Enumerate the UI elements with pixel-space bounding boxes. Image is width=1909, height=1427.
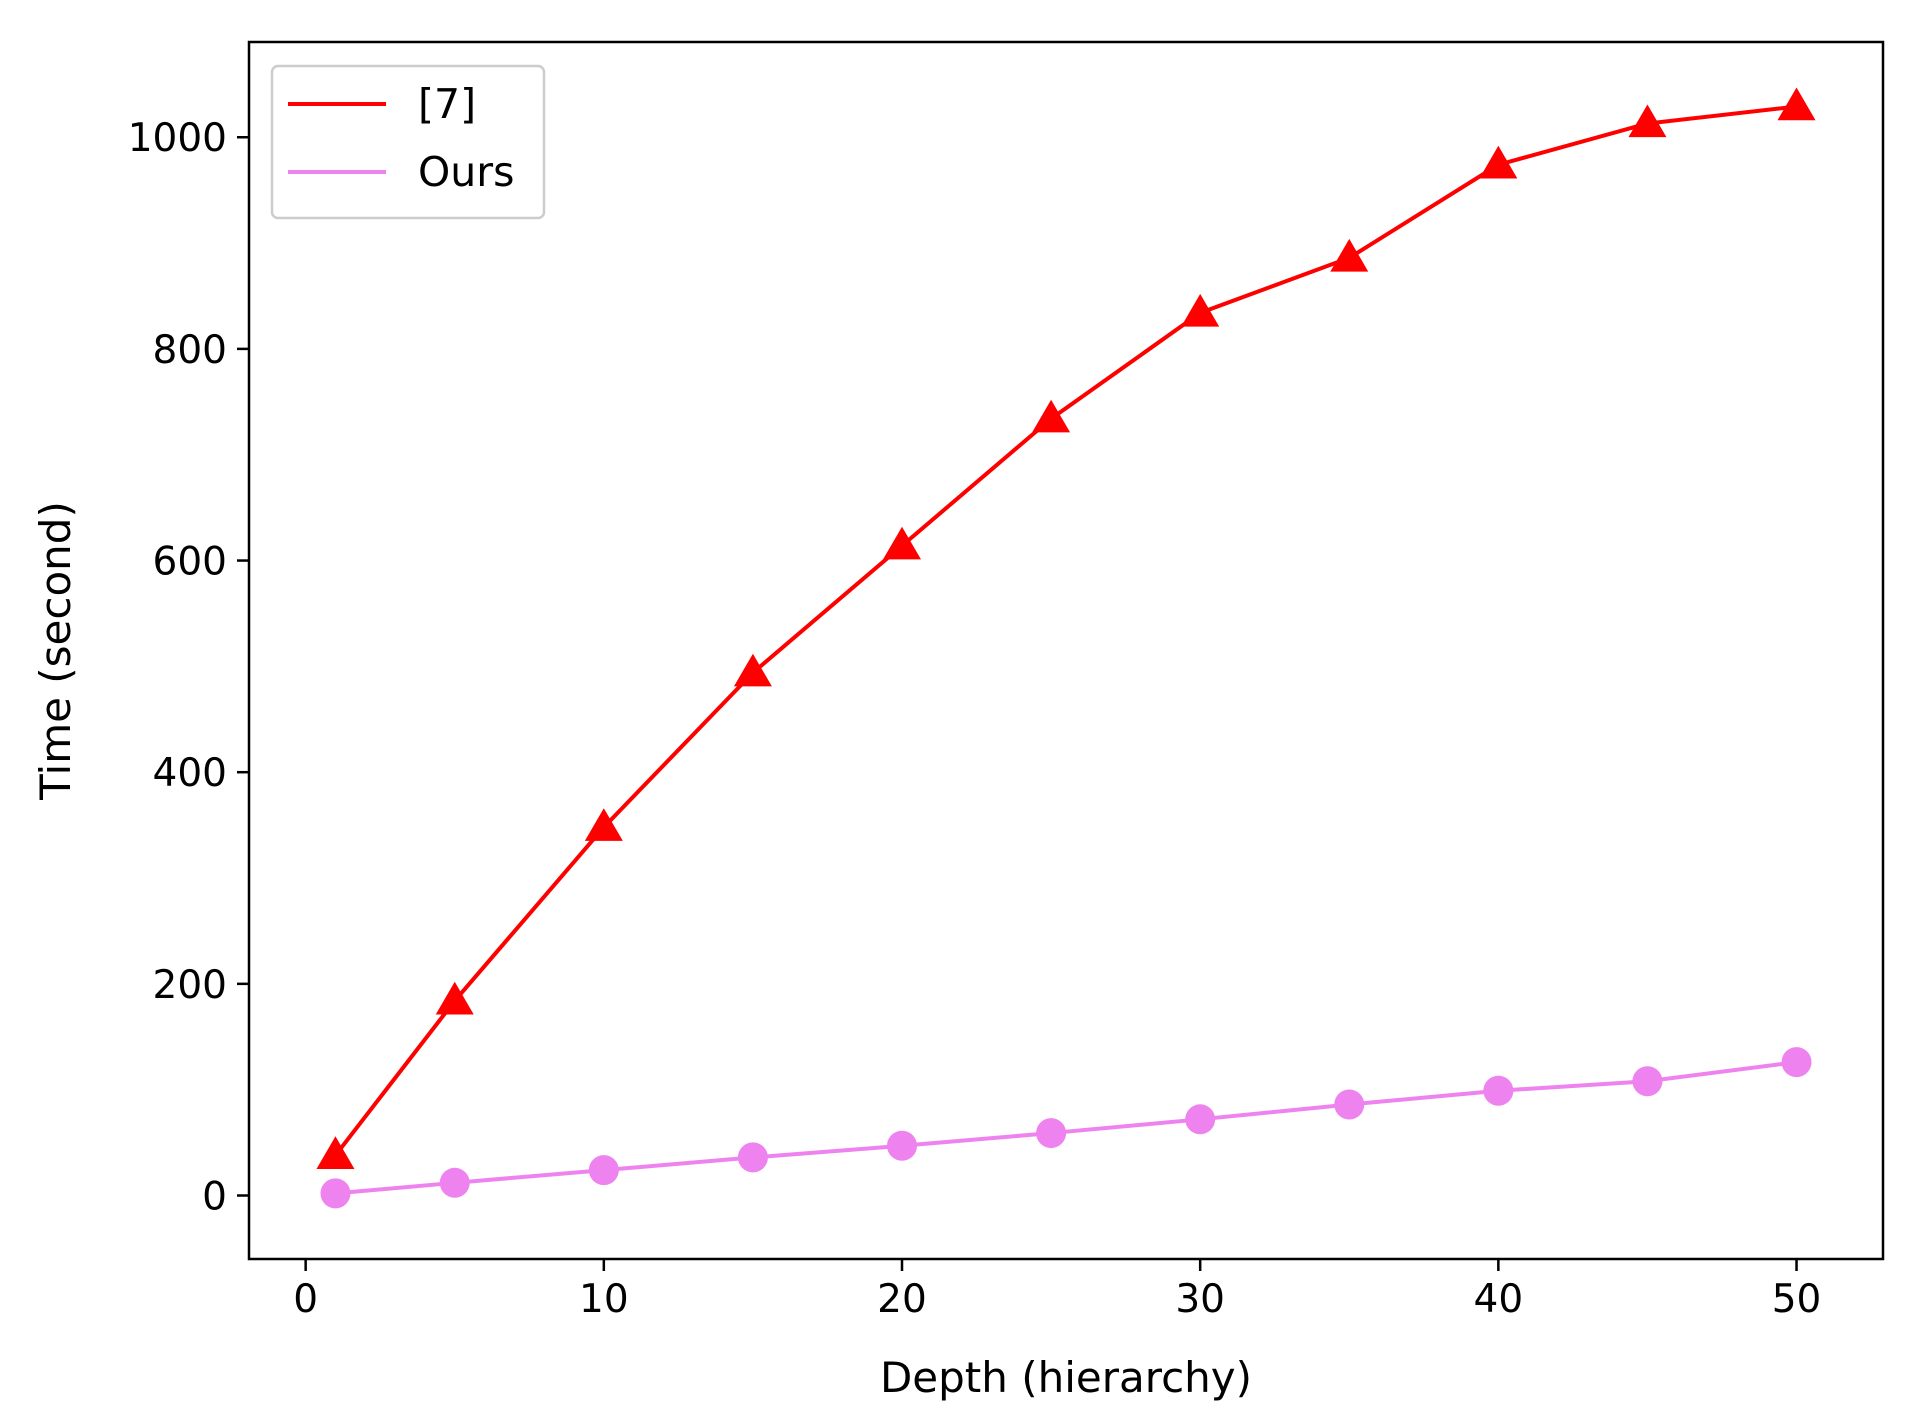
legend: [7] Ours <box>270 64 546 220</box>
x-tick-label: 40 <box>1474 1277 1524 1322</box>
data-point-7 <box>1032 399 1071 433</box>
legend-label-ours: Ours <box>418 148 514 196</box>
data-point-ours <box>1185 1104 1216 1135</box>
data-point-ours <box>1036 1118 1067 1149</box>
x-tick-label: 0 <box>293 1277 318 1322</box>
data-point-ours <box>320 1178 351 1209</box>
data-point-7 <box>316 1136 355 1169</box>
data-point-ours <box>588 1155 619 1186</box>
data-point-7 <box>883 526 922 560</box>
data-point-7 <box>435 981 474 1015</box>
series-layer <box>316 87 1816 1209</box>
y-tick-label: 800 <box>153 328 227 373</box>
x-tick-label: 10 <box>579 1277 629 1322</box>
data-point-ours <box>1781 1047 1812 1078</box>
data-point-7 <box>584 808 623 841</box>
data-point-7 <box>733 653 772 687</box>
y-axis-label: Time (second) <box>31 501 80 801</box>
y-axis: 0 200 400 600 800 1000 <box>128 116 249 1220</box>
y-tick-label: 200 <box>153 963 227 1008</box>
y-tick-label: 1000 <box>128 116 227 161</box>
data-point-ours <box>439 1167 470 1198</box>
data-point-ours <box>1334 1089 1365 1120</box>
plot-frame <box>247 40 1885 1261</box>
y-tick-label: 0 <box>202 1175 227 1220</box>
data-point-ours <box>1483 1075 1514 1106</box>
data-point-7 <box>1777 87 1816 121</box>
x-tick-label: 50 <box>1772 1277 1822 1322</box>
data-point-7 <box>1479 145 1518 179</box>
data-point-7 <box>1181 293 1220 327</box>
y-tick-label: 400 <box>153 751 227 796</box>
y-tick-label: 600 <box>153 540 227 585</box>
data-point-7 <box>1628 104 1667 138</box>
x-tick-label: 20 <box>877 1277 927 1322</box>
data-point-7 <box>1330 238 1369 272</box>
x-tick-label: 30 <box>1175 1277 1225 1322</box>
x-axis-label: Depth (hierarchy) <box>880 1353 1252 1402</box>
data-point-ours <box>1632 1066 1663 1097</box>
x-axis: 0 10 20 30 40 50 <box>293 1259 1821 1322</box>
legend-label-series-7: [7] <box>418 80 476 128</box>
data-point-ours <box>887 1130 918 1161</box>
data-point-ours <box>737 1142 768 1173</box>
